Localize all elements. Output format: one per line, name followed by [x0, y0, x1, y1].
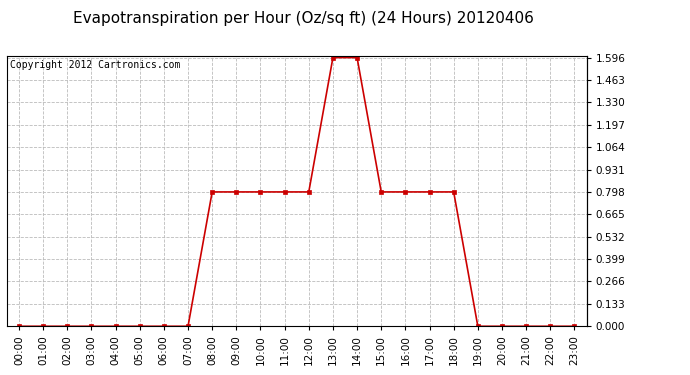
Text: Evapotranspiration per Hour (Oz/sq ft) (24 Hours) 20120406: Evapotranspiration per Hour (Oz/sq ft) (…	[73, 11, 534, 26]
Text: Copyright 2012 Cartronics.com: Copyright 2012 Cartronics.com	[10, 60, 180, 70]
